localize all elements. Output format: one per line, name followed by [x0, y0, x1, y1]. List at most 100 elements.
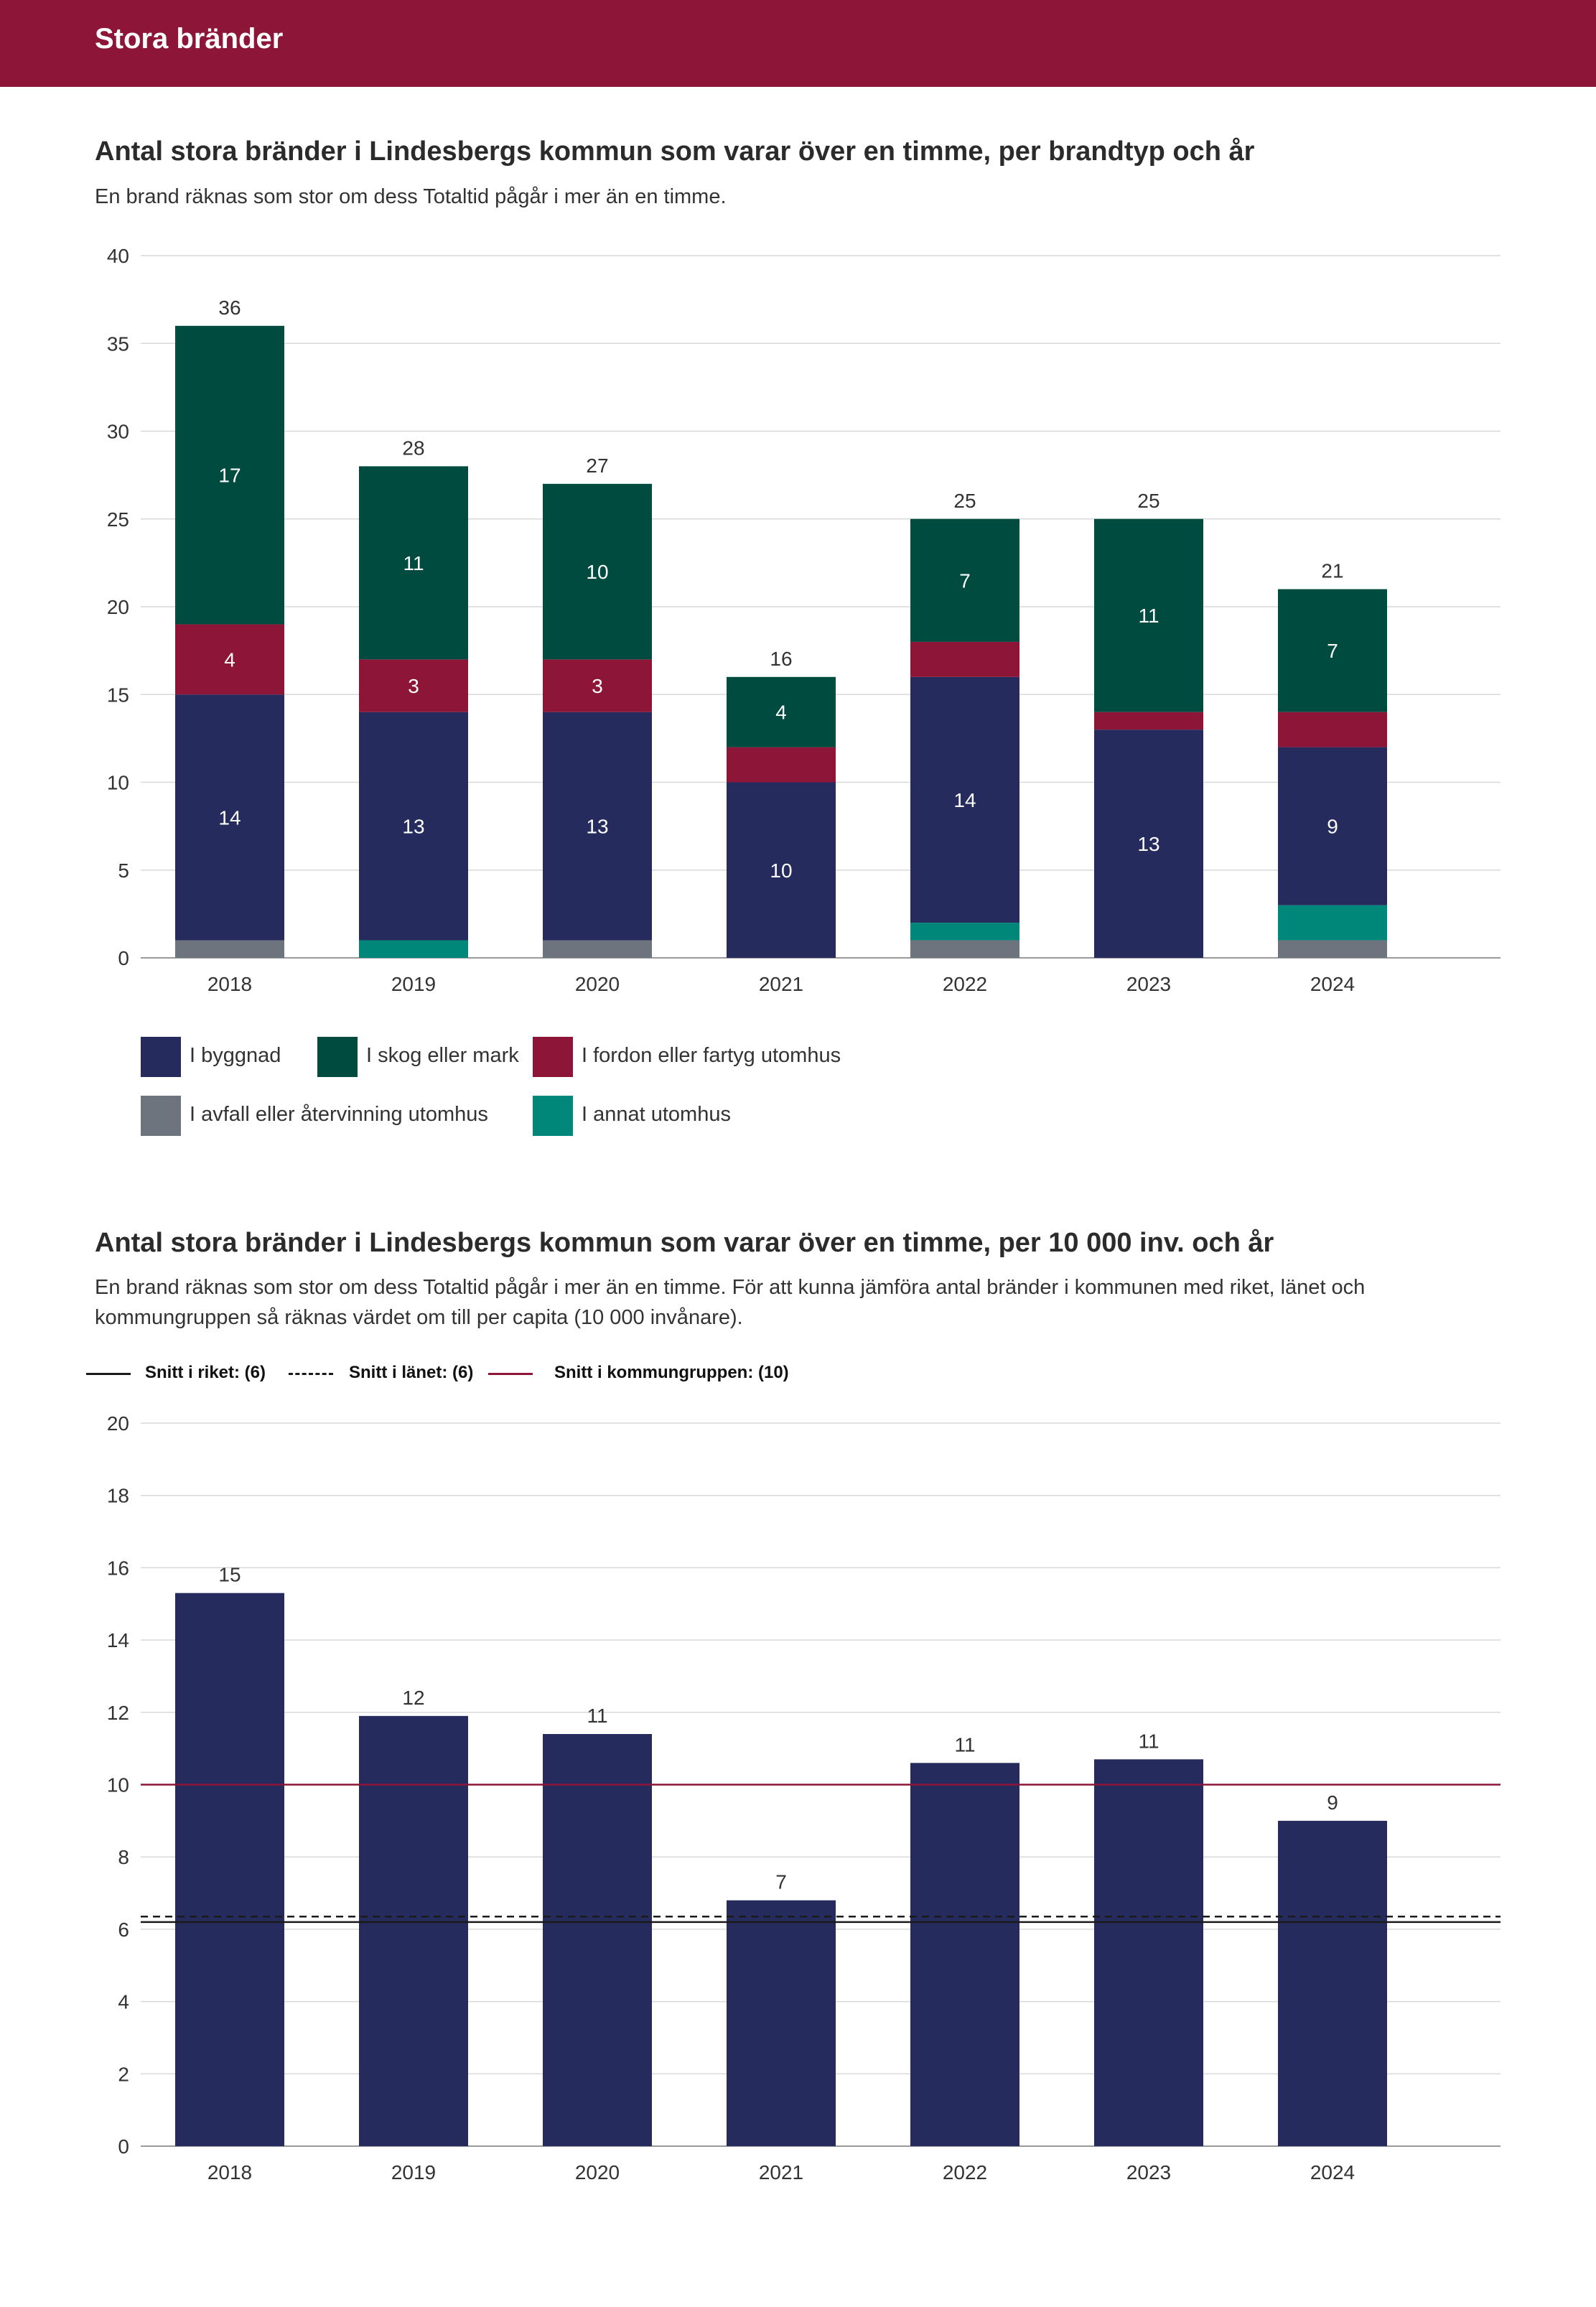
- y-tick-label: 6: [118, 1919, 129, 1941]
- bar-value-label: 15: [218, 1564, 241, 1586]
- bar-total-label: 25: [1137, 490, 1159, 512]
- bar-value-label: 9: [1327, 1791, 1338, 1814]
- bar-value-label: 11: [1138, 1730, 1159, 1752]
- bar-total-label: 25: [953, 490, 976, 512]
- segment-value-label: 14: [953, 789, 976, 811]
- bar-segment-avfall: [910, 940, 1019, 958]
- bar-value-label: 11: [587, 1705, 607, 1727]
- segment-value-label: 13: [402, 816, 424, 838]
- segment-value-label: 7: [959, 569, 971, 592]
- legend-swatch-skog: [317, 1037, 358, 1077]
- bar: [1094, 1759, 1203, 2146]
- bar-segment-fordon: [1278, 712, 1387, 747]
- bar-segment-byggnad: [727, 782, 836, 958]
- x-tick-label: 2020: [575, 2161, 620, 2184]
- segment-value-label: 13: [1137, 833, 1159, 855]
- chart2-title: Antal stora bränder i Lindesbergs kommun…: [95, 1228, 1274, 1258]
- legend-label-avfall: I avfall eller återvinning utomhus: [190, 1103, 488, 1126]
- segment-value-label: 11: [1138, 605, 1159, 627]
- bar-segment-annat: [1278, 905, 1387, 941]
- bar-segment-skog: [359, 466, 468, 660]
- header-bar: Stora bränder: [0, 0, 1596, 87]
- segment-value-label: 14: [218, 806, 241, 829]
- x-tick-label: 2018: [207, 2161, 252, 2184]
- stacked-bar-chart: 0 5 10 15 20 25 30 35 40 14 4 17 36 2018 13 3 11 28 2019 13…: [107, 245, 1501, 995]
- bar-segment-skog: [910, 518, 1019, 642]
- y-tick-label: 12: [107, 1702, 129, 1724]
- bar-segment-fordon: [910, 641, 1019, 677]
- bar: [175, 1593, 284, 2146]
- x-tick-label: 2023: [1126, 2161, 1171, 2184]
- bar-segment-skog: [543, 483, 652, 660]
- ref-line-swatch-riket: [86, 1373, 131, 1375]
- bar-segment-fordon: [1094, 712, 1203, 730]
- x-tick-label: 2020: [575, 973, 620, 995]
- bar-segment-byggnad: [1278, 747, 1387, 905]
- x-tick-label: 2019: [391, 2161, 436, 2184]
- segment-value-label: 4: [224, 648, 235, 671]
- header-title: Stora bränder: [95, 23, 284, 55]
- bar-total-label: 28: [402, 437, 424, 459]
- segment-value-label: 4: [775, 702, 787, 724]
- bar-segment-skog: [1094, 518, 1203, 712]
- segment-value-label: 17: [218, 465, 241, 487]
- bar-segment-byggnad: [1094, 730, 1203, 958]
- bar-segment-byggnad: [359, 712, 468, 941]
- segment-value-label: 3: [408, 675, 419, 697]
- x-tick-label: 2021: [759, 973, 803, 995]
- legend-label-skog: I skog eller mark: [366, 1044, 519, 1067]
- chart1-title: Antal stora bränder i Lindesbergs kommun…: [95, 136, 1255, 167]
- segment-value-label: 10: [586, 561, 608, 583]
- bar-segment-avfall: [543, 940, 652, 958]
- ref-label-lanet: Snitt i länet: (6): [349, 1363, 474, 1382]
- legend-label-annat: I annat utomhus: [582, 1103, 731, 1126]
- legend-swatch-annat: [533, 1096, 573, 1136]
- segment-value-label: 3: [592, 675, 603, 697]
- y-tick-label: 2: [118, 2063, 129, 2085]
- chart2-subtitle: En brand räknas som stor om dess Totalti…: [95, 1276, 1366, 1329]
- bar-segment-skog: [727, 676, 836, 747]
- segment-value-label: 13: [586, 816, 608, 838]
- y-tick-label: 4: [118, 1991, 129, 2013]
- segment-value-label: 11: [403, 552, 424, 574]
- bar-segment-byggnad: [543, 712, 652, 941]
- segment-value-label: 10: [770, 859, 792, 882]
- bar-segment-fordon: [727, 747, 836, 783]
- y-tick-label: 30: [107, 421, 129, 443]
- y-tick-label: 20: [107, 596, 129, 618]
- x-tick-label: 2019: [391, 973, 436, 995]
- y-tick-label: 5: [118, 859, 129, 882]
- y-tick-label: 40: [107, 245, 129, 267]
- legend-label-byggnad: I byggnad: [190, 1044, 281, 1067]
- x-tick-label: 2024: [1310, 973, 1355, 995]
- bar-total-label: 27: [586, 455, 608, 477]
- bar-value-label: 12: [402, 1687, 424, 1709]
- x-tick-label: 2021: [759, 2161, 803, 2184]
- x-tick-label: 2023: [1126, 973, 1171, 995]
- x-tick-label: 2018: [207, 973, 252, 995]
- bar-segment-skog: [1278, 589, 1387, 712]
- legend-swatch-fordon: [533, 1037, 573, 1077]
- bar-total-label: 16: [770, 648, 792, 670]
- y-tick-label: 20: [107, 1412, 129, 1435]
- bar-segment-avfall: [175, 940, 284, 958]
- bar-segment-annat: [359, 940, 468, 958]
- ref-line-swatch-lanet: [289, 1373, 333, 1375]
- bar-value-label: 7: [775, 1871, 787, 1893]
- x-tick-label: 2022: [943, 2161, 987, 2184]
- bar-segment-avfall: [1278, 940, 1387, 958]
- ref-label-kommungruppen: Snitt i kommungruppen: (10): [554, 1363, 789, 1382]
- y-tick-label: 0: [118, 947, 129, 969]
- x-tick-label: 2024: [1310, 2161, 1355, 2184]
- y-tick-label: 35: [107, 332, 129, 355]
- bar-segment-byggnad: [175, 694, 284, 941]
- bar: [727, 1900, 836, 2146]
- segment-value-label: 7: [1327, 640, 1338, 662]
- bar-segment-skog: [175, 325, 284, 625]
- per-capita-bar-chart: 0 2 4 6 8 10 12 14 16 18 20 15 2018 12 2019 11 2020 7 2021…: [107, 1412, 1501, 2184]
- bar-segment-fordon: [359, 659, 468, 712]
- bar: [543, 1734, 652, 2146]
- bar: [1278, 1820, 1387, 2146]
- y-tick-label: 14: [107, 1629, 129, 1651]
- y-tick-label: 25: [107, 508, 129, 531]
